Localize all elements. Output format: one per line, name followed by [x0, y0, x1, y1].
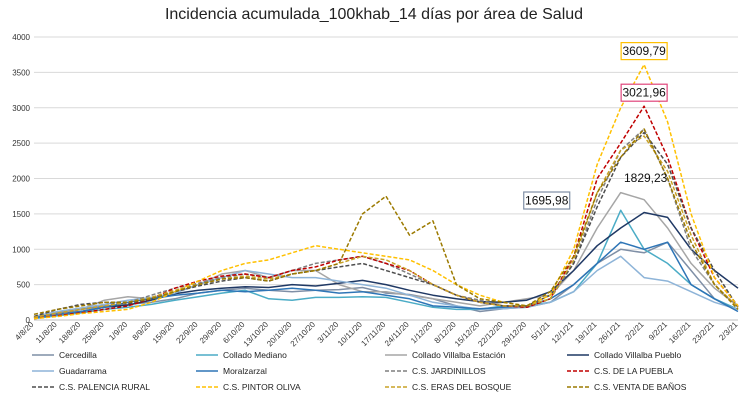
annotation-box — [620, 83, 668, 102]
legend-label: C.S. DE LA PUEBLA — [594, 366, 673, 376]
legend-label: C.S. ERAS DEL BOSQUE — [412, 382, 512, 392]
x-tick-label: 22/9/20 — [174, 320, 200, 346]
x-tick-label: 23/2/21 — [691, 320, 717, 346]
x-tick-label: 1/9/20 — [107, 320, 129, 342]
legend-label: Guadarrama — [59, 366, 107, 376]
annotation-label: 3021,96 — [622, 86, 666, 100]
legend-label: Collado Villalba Estación — [412, 350, 506, 360]
y-tick-label: 4000 — [12, 33, 30, 42]
annotation-label: 1829,23 — [624, 171, 668, 185]
series-line — [33, 255, 739, 318]
x-tick-label: 1/12/20 — [409, 320, 435, 346]
annotation-label: 1695,98 — [525, 194, 569, 208]
x-tick-label: 29/9/20 — [198, 320, 224, 346]
series-line — [33, 211, 739, 318]
annotation-label: 3609,79 — [622, 44, 666, 58]
y-tick-label: 3000 — [12, 104, 30, 113]
x-tick-label: 16/2/21 — [667, 320, 693, 346]
series-line — [33, 63, 739, 320]
y-tick-label: 1500 — [12, 210, 30, 219]
series-line — [33, 128, 739, 319]
series-line — [33, 241, 739, 319]
legend-label: Cercedilla — [59, 350, 97, 360]
legend-label: Collado Mediano — [223, 350, 287, 360]
series-line — [33, 209, 739, 320]
series-line — [33, 241, 739, 319]
x-tick-label: 27/10/20 — [289, 320, 318, 349]
legend-label: C.S. VENTA DE BAÑOS — [594, 382, 687, 392]
annotation-box — [523, 191, 571, 210]
x-tick-label: 18/8/20 — [57, 320, 83, 346]
x-tick-label: 15/9/20 — [151, 320, 177, 346]
x-tick-label: 2/3/21 — [717, 320, 739, 342]
x-tick-label: 26/1/21 — [597, 320, 623, 346]
x-tick-label: 17/11/20 — [359, 320, 387, 348]
x-tick-label: 24/11/20 — [383, 320, 411, 348]
legend-label: C.S. JARDINILLOS — [412, 366, 486, 376]
series-line — [33, 135, 739, 318]
legend-label: Collado Villalba Pueblo — [594, 350, 682, 360]
annotation-box — [620, 42, 668, 61]
y-tick-label: 2000 — [12, 175, 30, 184]
series-line — [33, 131, 739, 318]
legend-label: C.S. PINTOR OLIVA — [223, 382, 301, 392]
y-tick-label: 1000 — [12, 245, 30, 254]
x-tick-label: 19/1/21 — [573, 320, 599, 346]
legend-label: Moralzarzal — [223, 366, 267, 376]
chart-title: Incidencia acumulada_100khab_14 días por… — [164, 6, 584, 23]
y-tick-label: 3500 — [12, 68, 30, 77]
x-tick-label: 10/11/20 — [336, 320, 364, 348]
legend-label: C.S. PALENCIA RURAL — [59, 382, 150, 392]
y-tick-label: 0 — [26, 316, 31, 325]
x-tick-label: 29/12/20 — [500, 320, 529, 349]
series-line — [33, 105, 739, 320]
x-tick-label: 4/8/20 — [13, 320, 35, 342]
y-tick-label: 500 — [17, 281, 31, 290]
x-tick-label: 11/8/20 — [34, 320, 59, 345]
series-line — [33, 128, 739, 316]
x-tick-label: 2/2/21 — [623, 320, 645, 342]
x-tick-label: 12/1/21 — [550, 320, 576, 346]
x-tick-label: 25/8/20 — [81, 320, 107, 346]
y-tick-label: 2500 — [12, 139, 30, 148]
